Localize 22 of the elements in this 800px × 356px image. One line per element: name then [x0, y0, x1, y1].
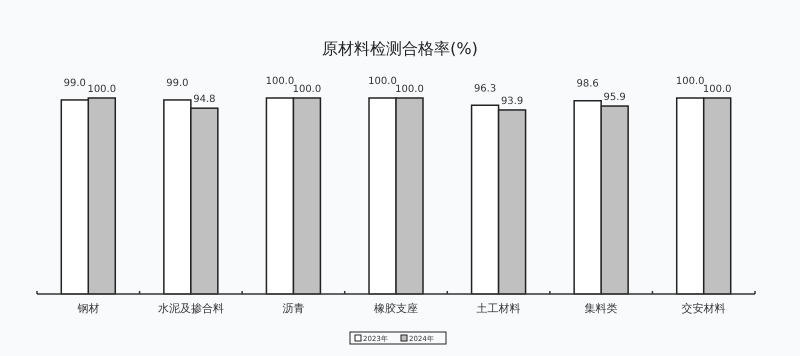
- data-label: 93.9: [500, 96, 524, 107]
- data-label: 100.0: [676, 76, 705, 87]
- chart-title: 原材料检测合格率(%): [322, 39, 478, 58]
- x-tick-label: 钢材: [76, 302, 100, 315]
- data-label: 100.0: [292, 84, 322, 95]
- x-tick-label: 土工材料: [476, 302, 521, 315]
- data-label: 99.0: [166, 78, 188, 89]
- x-tick-label: 水泥及掺合料: [158, 302, 224, 315]
- data-label: 100.0: [87, 84, 116, 95]
- data-label: 94.8: [193, 94, 216, 106]
- data-label: 96.3: [474, 83, 496, 94]
- data-label: 100.0: [395, 84, 424, 95]
- x-tick-label: 集料类: [584, 302, 618, 315]
- data-label: 100.0: [368, 76, 397, 87]
- data-label: 100.0: [702, 84, 732, 95]
- data-label: 98.6: [576, 78, 599, 90]
- x-tick-label: 橡胶支座: [374, 302, 418, 315]
- x-tick-label: 交安材料: [682, 302, 726, 315]
- data-label: 100.0: [266, 76, 294, 87]
- x-tick-label: 沥青: [282, 302, 304, 315]
- data-label: 95.9: [604, 92, 626, 104]
- data-label: 99.0: [64, 78, 86, 89]
